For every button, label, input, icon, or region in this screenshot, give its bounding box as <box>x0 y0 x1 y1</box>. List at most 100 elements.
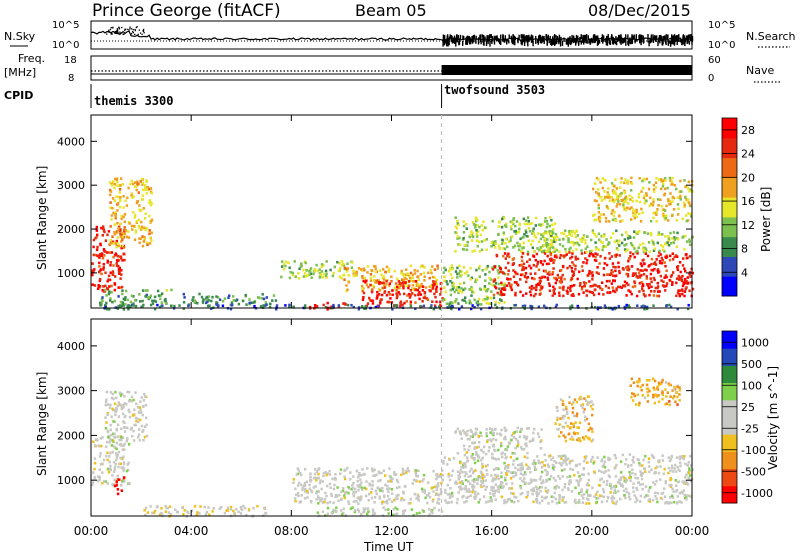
velocity-cell <box>435 488 438 492</box>
nsearch-sample <box>142 30 145 32</box>
velocity-cell <box>510 499 513 503</box>
velocity-cell <box>466 433 469 436</box>
power-cell <box>106 287 110 291</box>
power-cell <box>112 264 115 267</box>
power-cell <box>343 266 347 270</box>
power-cell <box>462 231 466 234</box>
power-cell <box>118 188 122 191</box>
power-cell <box>653 278 656 282</box>
power-cell <box>539 288 542 292</box>
velocity-cell <box>471 490 474 494</box>
power-cell <box>615 288 618 292</box>
nsky-sample <box>641 34 643 39</box>
power-cell <box>528 286 532 289</box>
power-cell <box>584 247 587 250</box>
power-cell <box>543 220 547 223</box>
velocity-cell <box>669 469 672 473</box>
velocity-cell <box>409 501 412 505</box>
power-cell <box>431 275 435 279</box>
power-cell <box>329 268 332 272</box>
power-cell <box>522 246 525 249</box>
power-cell <box>388 282 391 285</box>
power-cell <box>494 303 497 307</box>
power-cell <box>667 235 670 238</box>
nsky-sample <box>671 36 674 41</box>
power-cell <box>623 181 626 185</box>
power-cell <box>626 266 629 270</box>
velocity-cell <box>406 467 409 470</box>
power-cell <box>516 283 520 287</box>
power-cell <box>458 264 461 268</box>
power-cell <box>540 287 543 290</box>
velocity-cell <box>643 467 646 470</box>
nsky-sample <box>596 41 599 46</box>
power-cell <box>673 255 676 259</box>
velocity-cell <box>587 483 590 487</box>
velocity-cell <box>613 453 616 457</box>
velocity-cell <box>168 505 172 508</box>
velocity-cell <box>598 494 602 498</box>
power-cell <box>376 294 379 297</box>
velocity-cell <box>585 417 589 421</box>
power-cell <box>350 303 353 307</box>
power-cell <box>539 248 543 251</box>
power-cell <box>569 307 572 311</box>
velocity-cell <box>653 388 656 391</box>
velocity-cell <box>620 471 623 474</box>
power-cell <box>265 303 268 306</box>
power-cell <box>578 243 581 247</box>
power-cell <box>232 295 235 298</box>
velocity-cell <box>335 506 338 510</box>
velocity-cell <box>545 479 548 482</box>
nsky-sample <box>683 35 685 39</box>
power-cell <box>624 198 627 202</box>
power-cell <box>116 231 119 234</box>
velocity-cell <box>379 487 382 491</box>
nave-tick-bottom: 0 <box>708 73 714 84</box>
power-cell <box>138 237 141 241</box>
nsky-sample <box>491 38 493 45</box>
velocity-cell <box>109 428 112 432</box>
power-cell <box>322 303 325 307</box>
velocity-cell <box>294 499 297 503</box>
power-cell <box>125 235 129 239</box>
velocity-cell <box>144 395 147 398</box>
power-cell <box>594 241 597 244</box>
velocity-cell <box>99 437 102 440</box>
nsky-sample <box>458 38 460 43</box>
power-cell <box>104 239 108 242</box>
velocity-cell <box>671 496 675 499</box>
power-cell <box>92 238 96 242</box>
velocity-cell <box>429 510 433 513</box>
velocity-cell <box>587 437 591 441</box>
power-cell <box>492 293 496 297</box>
power-cell <box>669 305 673 309</box>
power-cell <box>396 295 399 298</box>
velocity-cell <box>325 473 328 477</box>
power-cell <box>665 242 668 246</box>
power-cell <box>635 294 639 298</box>
power-cell <box>636 252 639 255</box>
power-cell <box>563 254 567 257</box>
power-cell <box>443 275 446 279</box>
velocity-cell <box>554 497 558 501</box>
velocity-cell <box>467 490 470 493</box>
power-cell <box>361 298 365 301</box>
velocity-cell <box>492 437 495 441</box>
power-cell <box>597 203 600 207</box>
power-cell <box>669 192 672 195</box>
velocity-cell <box>106 440 109 444</box>
velocity-cell <box>156 505 159 508</box>
power-cell <box>121 246 124 249</box>
power-cell <box>638 177 641 180</box>
velocity-cell <box>547 455 551 458</box>
velocity-cell <box>460 437 463 440</box>
nsearch-sample <box>108 29 110 31</box>
velocity-cell <box>93 475 97 479</box>
velocity-cell <box>326 506 330 510</box>
power-cell <box>153 307 157 311</box>
power-cell <box>617 261 620 265</box>
velocity-cell <box>239 512 243 515</box>
power-cell <box>414 288 417 292</box>
power-cell <box>688 270 692 274</box>
